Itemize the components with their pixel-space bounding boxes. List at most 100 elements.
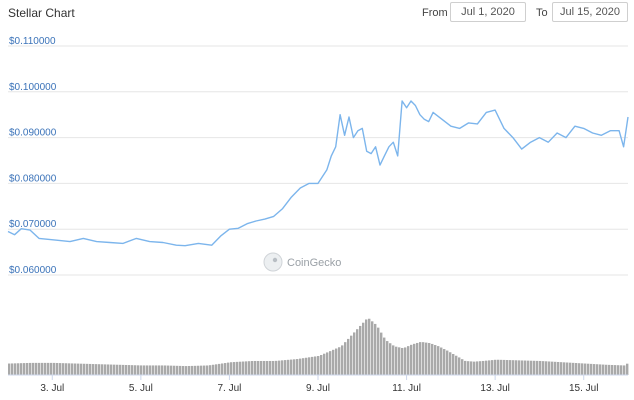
- volume-bar: [218, 363, 221, 375]
- x-tick-label: 3. Jul: [40, 383, 64, 394]
- volume-bar: [17, 363, 20, 375]
- volume-bar: [365, 319, 368, 375]
- volume-bar: [383, 337, 386, 375]
- volume-bar: [572, 362, 575, 375]
- volume-bar: [311, 356, 314, 375]
- volume-bar: [80, 363, 83, 375]
- volume-bar: [599, 364, 602, 375]
- volume-bar: [401, 347, 404, 375]
- y-tick-label: $0.080000: [9, 173, 57, 184]
- volume-bar: [164, 365, 167, 375]
- volume-bar: [143, 365, 146, 375]
- volume-bar: [74, 363, 77, 375]
- volume-bar: [125, 364, 128, 375]
- volume-bar: [575, 363, 578, 375]
- volume-bar: [626, 363, 629, 375]
- volume-bar: [551, 361, 554, 375]
- volume-bar: [257, 360, 260, 375]
- watermark-text: CoinGecko: [287, 257, 341, 269]
- x-tick-label: 15. Jul: [569, 383, 598, 394]
- y-tick-label: $0.060000: [9, 265, 57, 276]
- y-tick-label: $0.100000: [9, 82, 57, 93]
- volume-bar: [482, 360, 485, 375]
- volume-bar: [95, 364, 98, 375]
- volume-bar: [146, 365, 149, 375]
- volume-bar: [308, 357, 311, 375]
- volume-bar: [350, 335, 353, 375]
- volume-bar: [530, 360, 533, 375]
- volume-bar: [326, 352, 329, 375]
- volume-bar: [458, 357, 461, 375]
- volume-bar: [185, 366, 188, 375]
- volume-bar: [410, 344, 413, 375]
- volume-bar: [440, 347, 443, 375]
- volume-bar: [434, 345, 437, 375]
- volume-bars: [8, 318, 629, 375]
- volume-bar: [335, 348, 338, 375]
- volume-bar: [584, 363, 587, 375]
- volume-bar: [122, 364, 125, 375]
- x-tick-label: 9. Jul: [306, 383, 330, 394]
- volume-bar: [260, 360, 263, 375]
- volume-bar: [182, 365, 185, 375]
- volume-bar: [209, 365, 212, 375]
- volume-bar: [155, 365, 158, 375]
- volume-bar: [608, 364, 611, 375]
- volume-bar: [512, 360, 515, 375]
- volume-bar: [338, 347, 341, 375]
- volume-bar: [263, 360, 266, 375]
- volume-bar: [353, 332, 356, 375]
- volume-bar: [590, 363, 593, 375]
- volume-bar: [518, 360, 521, 375]
- volume-bar: [317, 356, 320, 375]
- volume-bar: [392, 345, 395, 375]
- from-date-input[interactable]: [450, 2, 526, 22]
- volume-bar: [89, 363, 92, 375]
- volume-bar: [446, 350, 449, 375]
- y-tick-label: $0.090000: [9, 128, 57, 139]
- volume-bar: [92, 364, 95, 375]
- volume-bar: [254, 360, 257, 375]
- volume-bar: [98, 364, 101, 375]
- volume-bar: [605, 364, 608, 375]
- volume-bar: [347, 338, 350, 375]
- volume-bar: [110, 364, 113, 375]
- volume-bar: [395, 346, 398, 375]
- volume-bar: [407, 346, 410, 375]
- volume-bar: [485, 360, 488, 375]
- volume-bar: [497, 359, 500, 375]
- volume-bar: [419, 342, 422, 375]
- volume-bar: [290, 359, 293, 375]
- volume-bar: [107, 364, 110, 375]
- volume-bar: [62, 363, 65, 375]
- volume-bar: [581, 363, 584, 375]
- volume-bar: [224, 363, 227, 375]
- volume-bar: [128, 365, 131, 375]
- volume-bar: [320, 355, 323, 375]
- volume-bar: [413, 343, 416, 375]
- volume-bar: [611, 364, 614, 375]
- volume-bar: [272, 360, 275, 375]
- volume-bar: [86, 363, 89, 375]
- volume-bar: [593, 364, 596, 375]
- volume-bar: [389, 343, 392, 375]
- volume-bar: [167, 365, 170, 375]
- volume-bar: [83, 363, 86, 375]
- volume-bar: [506, 360, 509, 375]
- volume-bar: [173, 365, 176, 375]
- price-line: [7, 100, 629, 247]
- volume-bar: [374, 323, 377, 375]
- volume-bar: [47, 362, 50, 375]
- volume-bar: [200, 365, 203, 375]
- volume-bar: [116, 364, 119, 375]
- volume-bar: [248, 361, 251, 375]
- volume-bar: [404, 347, 407, 375]
- volume-bar: [284, 360, 287, 375]
- y-tick-label: $0.070000: [9, 219, 57, 230]
- volume-bar: [32, 362, 35, 375]
- to-date-input[interactable]: [552, 2, 628, 22]
- volume-bar: [380, 332, 383, 375]
- volume-bar: [473, 361, 476, 375]
- volume-bar: [524, 360, 527, 375]
- volume-bar: [227, 362, 230, 375]
